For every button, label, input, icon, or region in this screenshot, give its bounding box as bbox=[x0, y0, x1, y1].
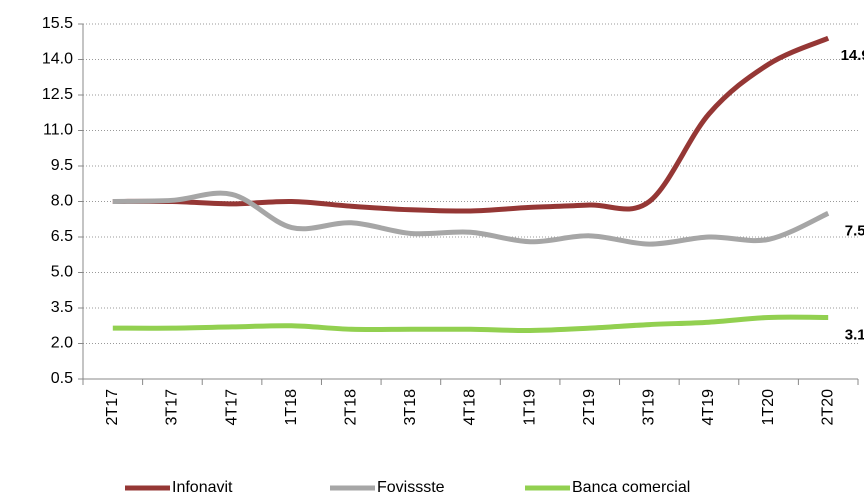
y-tick-label: 0.5 bbox=[51, 370, 73, 387]
series-line bbox=[112, 35, 830, 214]
x-tick-label: 2T20 bbox=[819, 389, 836, 426]
data-label: 7.5 bbox=[845, 222, 864, 239]
x-tick-label: 1T18 bbox=[283, 389, 300, 426]
x-tick-label: 2T18 bbox=[342, 389, 359, 426]
x-tick-label: 4T19 bbox=[700, 389, 717, 426]
x-tick-label: 1T20 bbox=[760, 389, 777, 426]
legend-label: Banca comercial bbox=[572, 479, 690, 496]
series-line bbox=[112, 190, 830, 247]
x-tick-label: 2T19 bbox=[581, 389, 598, 426]
y-tick-label: 2.0 bbox=[51, 335, 73, 352]
x-tick-label: 1T19 bbox=[521, 389, 538, 426]
y-tick-label: 3.5 bbox=[51, 299, 73, 316]
y-tick-label: 6.5 bbox=[51, 228, 73, 245]
data-label: 14.9 bbox=[841, 47, 864, 64]
y-tick-label: 15.5 bbox=[42, 15, 73, 32]
x-tick-label: 4T17 bbox=[223, 389, 240, 426]
y-tick-label: 5.0 bbox=[51, 264, 73, 281]
y-tick-label: 11.0 bbox=[43, 122, 73, 139]
legend-label: Fovissste bbox=[377, 479, 445, 496]
x-tick-label: 3T19 bbox=[641, 389, 658, 426]
x-tick-label: 2T17 bbox=[104, 389, 121, 426]
series-line bbox=[112, 314, 829, 333]
y-tick-label: 9.5 bbox=[51, 157, 73, 174]
y-tick-label: 12.5 bbox=[42, 86, 73, 103]
x-tick-label: 4T18 bbox=[462, 389, 479, 426]
x-tick-label: 3T18 bbox=[402, 389, 419, 426]
data-label: 3.1 bbox=[845, 326, 864, 343]
y-tick-label: 8.0 bbox=[51, 193, 73, 210]
x-tick-label: 3T17 bbox=[164, 389, 181, 426]
legend-label: Infonavit bbox=[172, 479, 233, 496]
y-tick-label: 14.0 bbox=[42, 51, 73, 68]
